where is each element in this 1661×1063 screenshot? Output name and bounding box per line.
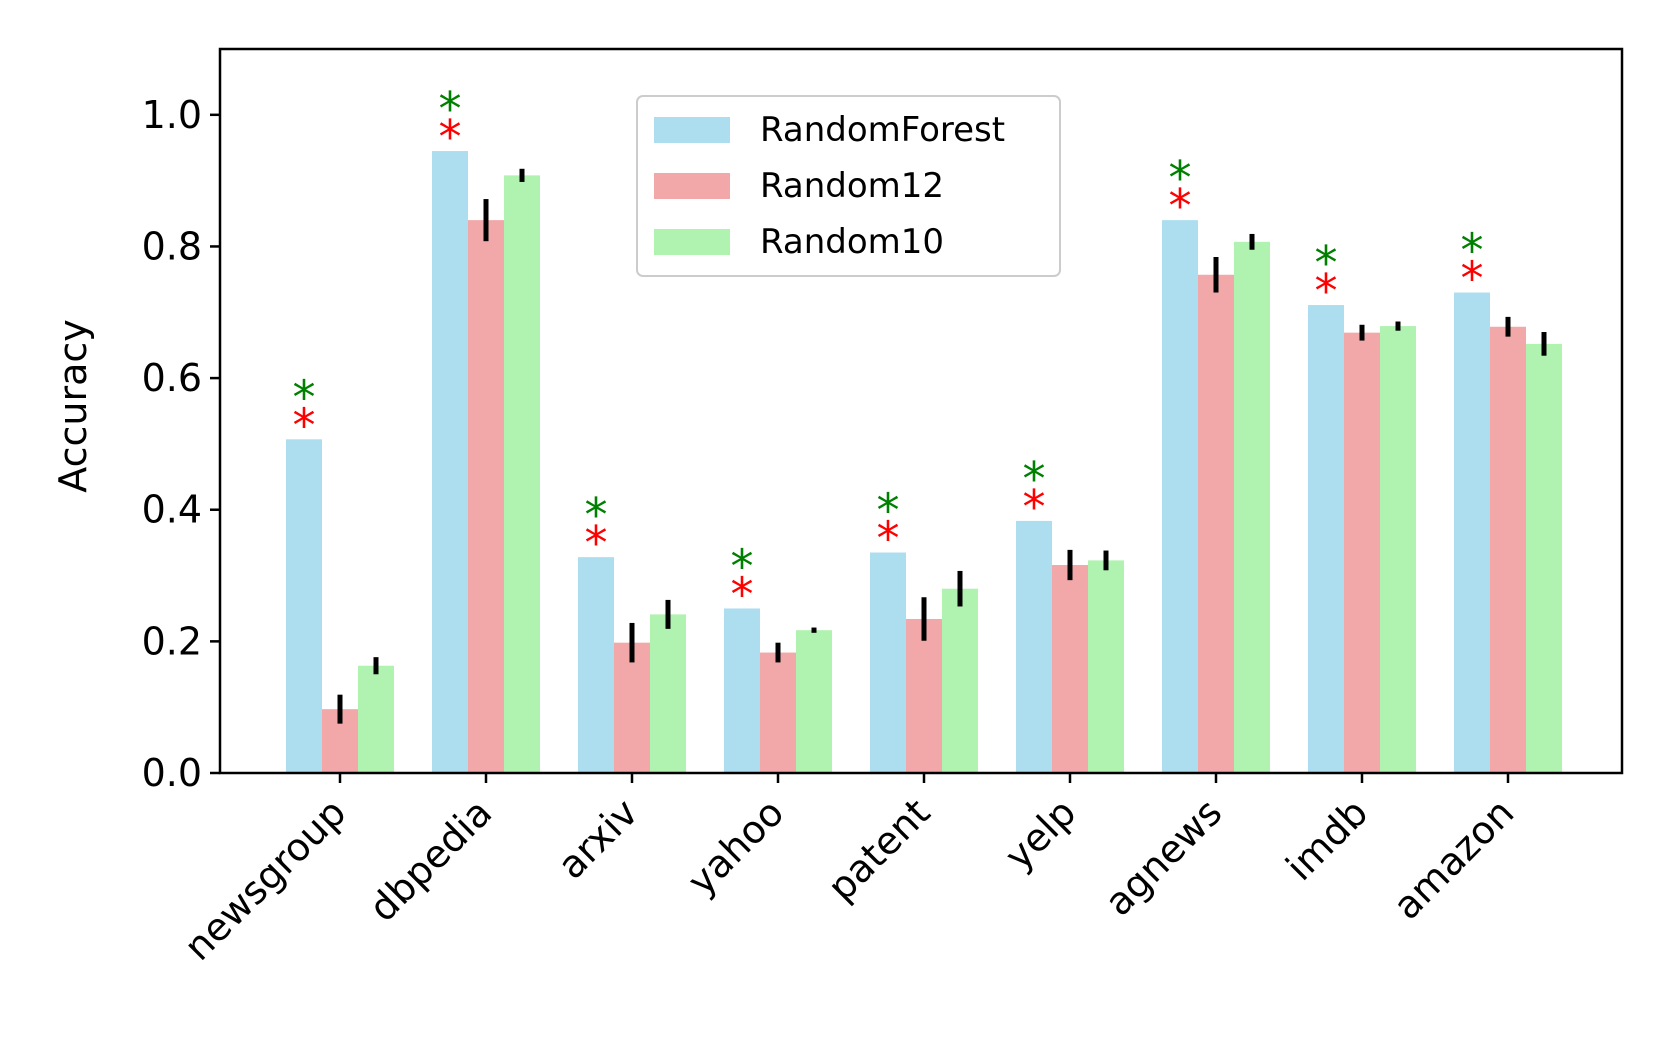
- bars-layer: [286, 151, 1562, 774]
- significance-marker-green-yelp: *: [1023, 452, 1046, 506]
- significance-marker-red-newsgroup: *: [293, 398, 316, 452]
- y-axis: 0.0 0.2 0.4 0.6 0.8 1.0: [142, 93, 220, 795]
- significance-marker-red-patent: *: [877, 512, 900, 566]
- legend-box: [636, 95, 1061, 277]
- bar-newsgroup-randomforest: [286, 439, 322, 773]
- x-tick-label-amazon: amazon: [1385, 790, 1523, 928]
- bar-amazon-random12: [1490, 326, 1526, 773]
- legend-swatch-random12: [654, 173, 730, 199]
- legend-label-random12: Random12: [760, 166, 944, 206]
- y-tick-label: 0.0: [142, 751, 202, 795]
- significance-marker-green-agnews: *: [1169, 151, 1192, 205]
- bar-yelp-random12: [1052, 565, 1088, 773]
- y-tick-label: 1.0: [142, 93, 202, 137]
- bar-yahoo-randomforest: [724, 608, 760, 773]
- significance-marker-green-yahoo: *: [731, 539, 754, 593]
- x-tick-label-yelp: yelp: [996, 790, 1084, 878]
- x-tick-label-newsgroup: newsgroup: [176, 790, 355, 969]
- bar-amazon-random10: [1526, 343, 1562, 773]
- bar-patent-random12: [906, 618, 942, 773]
- bar-imdb-random10: [1380, 326, 1416, 773]
- bar-dbpedia-randomforest: [432, 151, 468, 773]
- y-tick-label: 0.8: [142, 224, 202, 268]
- bar-imdb-randomforest: [1308, 305, 1344, 773]
- significance-marker-red-yahoo: *: [731, 567, 754, 621]
- bar-yahoo-random10: [796, 630, 832, 773]
- significance-marker-green-amazon: *: [1461, 224, 1484, 278]
- legend: RandomForest Random12 Random10: [636, 95, 1061, 277]
- plot-frame: [218, 47, 1624, 775]
- x-tick-label-imdb: imdb: [1277, 790, 1376, 889]
- legend-label-random10: Random10: [760, 222, 944, 262]
- bar-yelp-random10: [1088, 560, 1124, 773]
- significance-marker-red-amazon: *: [1461, 252, 1484, 306]
- bar-imdb-random12: [1344, 332, 1380, 773]
- y-axis-label: Accuracy: [51, 319, 95, 493]
- significance-marker-red-imdb: *: [1315, 264, 1338, 318]
- bar-dbpedia-random12: [468, 220, 504, 774]
- y-tick-label: 0.2: [142, 619, 202, 663]
- x-tick-label-dbpedia: dbpedia: [361, 790, 501, 930]
- bar-yahoo-random12: [760, 652, 796, 773]
- significance-marker-red-yelp: *: [1023, 480, 1046, 534]
- significance-marker-green-imdb: *: [1315, 236, 1338, 290]
- significance-marker-green-dbpedia: *: [439, 82, 462, 136]
- bar-arxiv-random10: [650, 614, 686, 773]
- significance-marker-red-arxiv: *: [585, 516, 608, 570]
- bar-yelp-randomforest: [1016, 520, 1052, 773]
- significance-marker-green-newsgroup: *: [293, 370, 316, 424]
- bar-patent-randomforest: [870, 552, 906, 773]
- error-bars-layer: [337, 168, 1547, 724]
- significance-marker-green-arxiv: *: [585, 488, 608, 542]
- significance-markers-layer: ********** ****** **: [293, 82, 1484, 621]
- bar-dbpedia-random10: [504, 175, 540, 773]
- legend-swatch-randomforest: [654, 117, 730, 143]
- legend-label-randomforest: RandomForest: [760, 110, 1005, 150]
- bar-amazon-randomforest: [1454, 292, 1490, 773]
- bar-newsgroup-random10: [358, 665, 394, 773]
- y-tick-label: 0.6: [142, 356, 202, 400]
- x-tick-label-arxiv: arxiv: [549, 790, 646, 887]
- bar-arxiv-random12: [614, 642, 650, 773]
- x-tick-label-patent: patent: [819, 790, 938, 909]
- x-tick-label-yahoo: yahoo: [679, 790, 792, 903]
- significance-marker-red-agnews: *: [1169, 179, 1192, 233]
- x-axis: newsgroup dbpedia arxiv yahoo patent yelp agne…: [176, 773, 1523, 969]
- x-tick-label-agnews: agnews: [1096, 790, 1230, 924]
- significance-marker-red-dbpedia: *: [439, 110, 462, 164]
- bar-agnews-random10: [1234, 241, 1270, 773]
- bar-arxiv-randomforest: [578, 557, 614, 773]
- legend-swatch-random10: [654, 229, 730, 255]
- bar-agnews-randomforest: [1162, 220, 1198, 774]
- y-tick-label: 0.4: [142, 488, 202, 532]
- bar-patent-random10: [942, 588, 978, 773]
- significance-marker-green-patent: *: [877, 484, 900, 538]
- bar-agnews-random12: [1198, 274, 1234, 773]
